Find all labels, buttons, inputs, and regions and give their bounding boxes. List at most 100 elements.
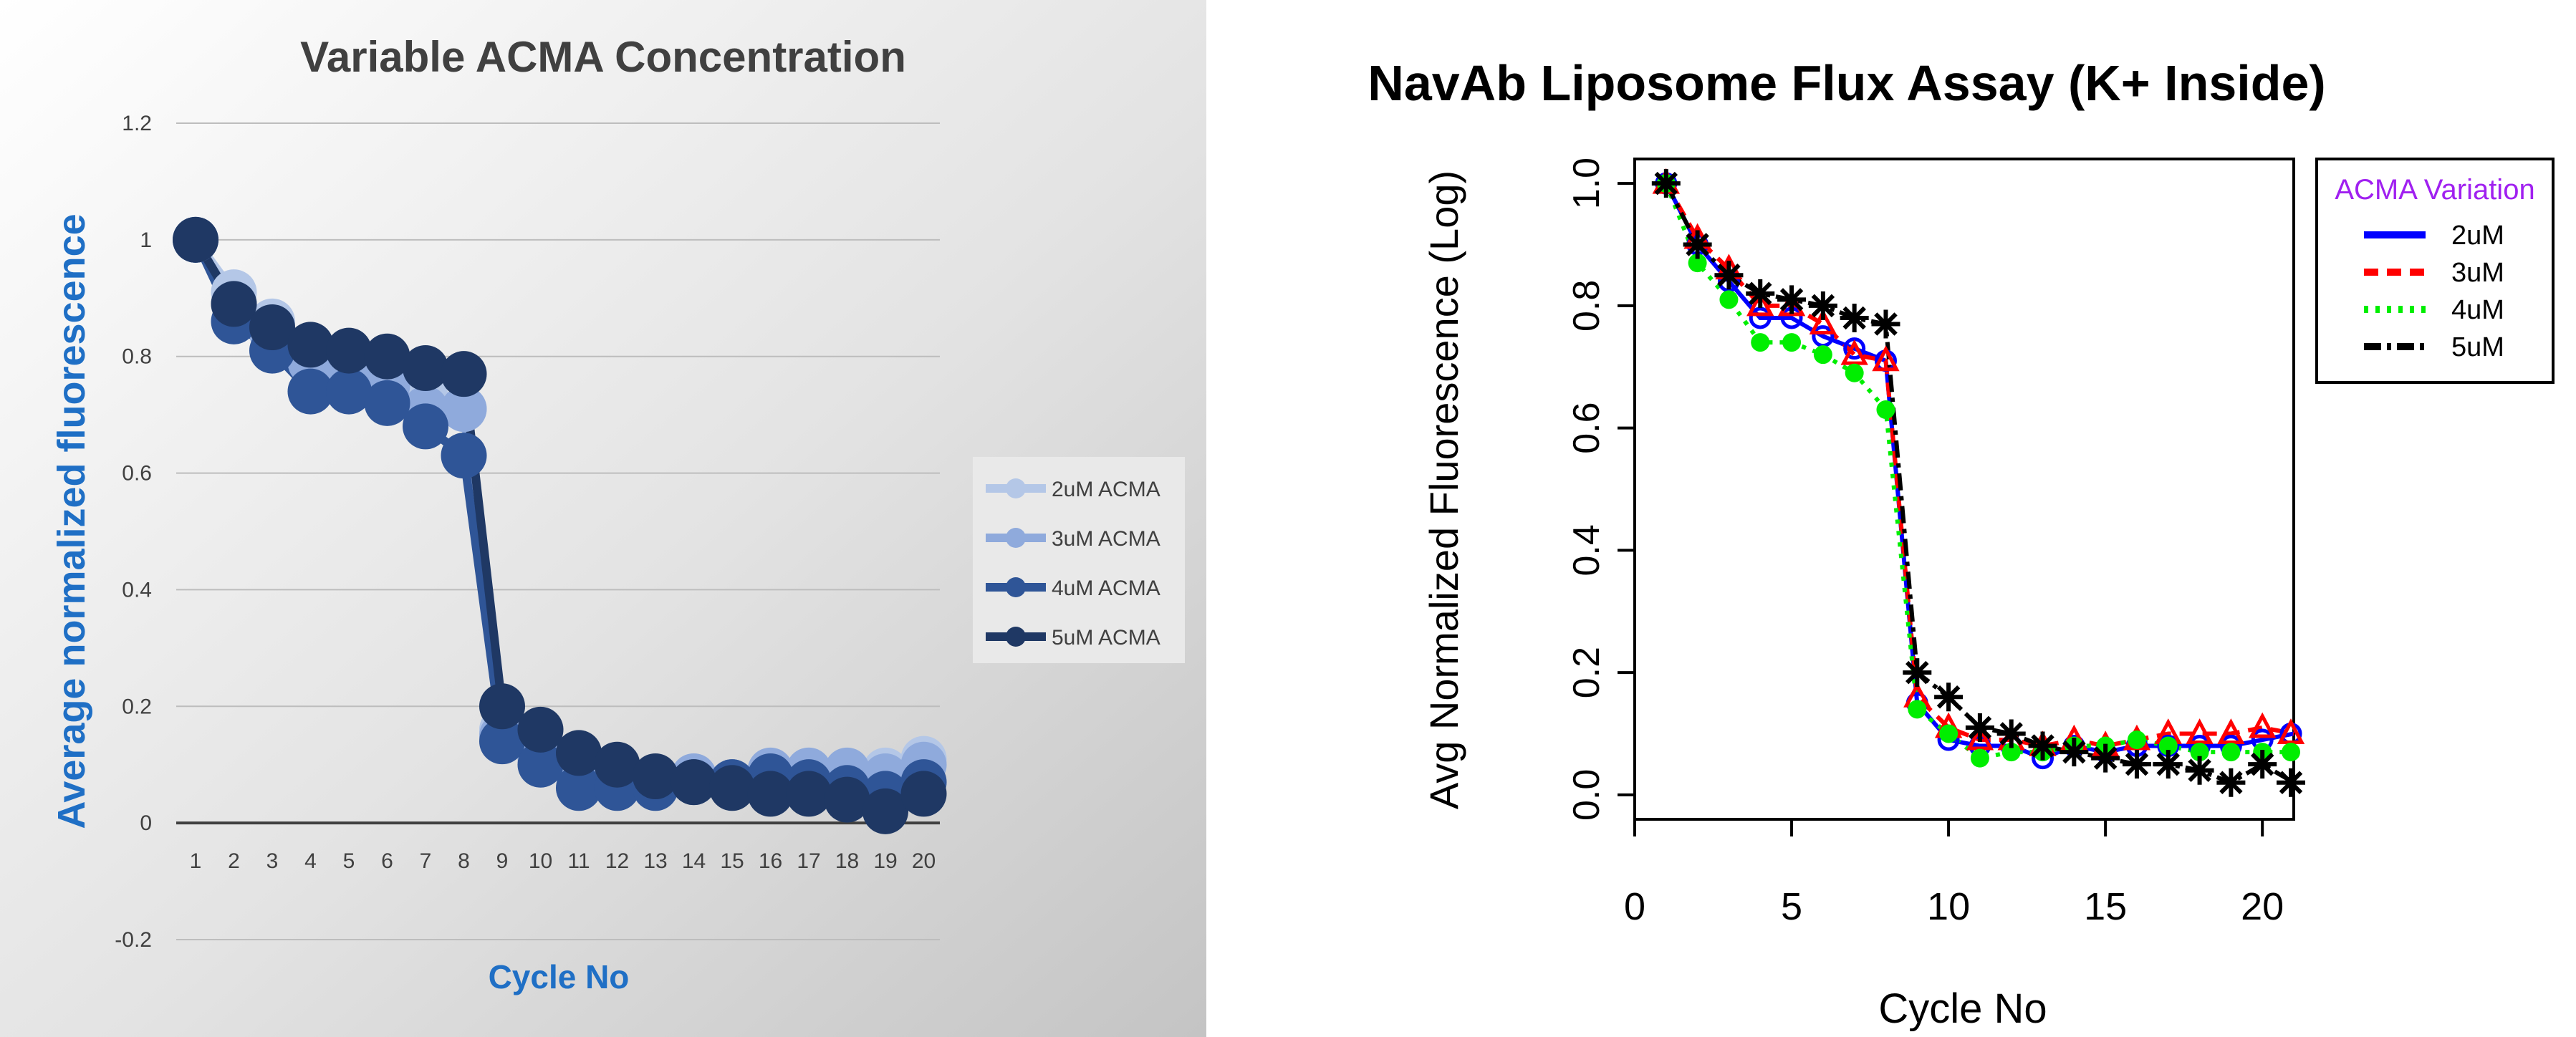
- chart-b-marker-circle: [1749, 307, 1772, 329]
- chart-b-marker-triangle: [2277, 718, 2305, 744]
- chart-a-x-tick-label: 8: [458, 849, 470, 873]
- chart-a-x-tick-label: 7: [420, 849, 432, 873]
- chart-b-asterisk-stroke: [2156, 752, 2181, 776]
- chart-b-asterisk-stroke: [2188, 758, 2211, 782]
- chart-b-marker-asterisk: [1714, 261, 1744, 290]
- chart-b-marker-triangle: [2249, 712, 2277, 738]
- chart-b-marker-filled-circle: [1782, 333, 1802, 352]
- chart-a-data-point: [824, 776, 870, 823]
- chart-a-x-tick-label: 3: [266, 849, 279, 873]
- chart-b-marker-filled-circle: [1813, 345, 1832, 365]
- chart-b-legend-label: 5uM: [2451, 332, 2504, 362]
- chart-b-asterisk-stroke: [1654, 171, 1678, 196]
- chart-b-marker-asterisk: [1651, 169, 1681, 198]
- chart-a-x-tick-label: 6: [381, 849, 393, 873]
- chart-b-marker-asterisk: [2277, 768, 2305, 797]
- chart-a-data-point: [326, 368, 372, 415]
- chart-a-y-tick-label: -0.2: [115, 928, 152, 952]
- chart-a-x-tick-label: 19: [873, 849, 897, 873]
- chart-b-marker-filled-circle: [2127, 730, 2146, 750]
- chart-a-data-point: [633, 753, 678, 799]
- chart-a-title: Variable ACMA Concentration: [300, 33, 906, 81]
- chart-a-x-tick-label: 15: [720, 849, 744, 873]
- chart-b-marker-asterisk: [1996, 719, 2026, 748]
- chart-b-marker-triangle: [1966, 724, 1994, 751]
- chart-a-data-point: [403, 345, 448, 391]
- chart-a-x-ticks: 1 2 3 4 5 6 7 8 9 10 11 12 13 14 15 16 17 18 19 20: [190, 849, 936, 873]
- chart-a-y-axis-label: Average normalized fluorescence: [50, 213, 93, 829]
- chart-a-x-tick-label: 14: [682, 849, 706, 873]
- chart-b-marker-asterisk: [1965, 713, 1994, 742]
- chart-b-marker-asterisk: [1871, 309, 1900, 339]
- chart-a-x-axis-label: Cycle No: [489, 958, 630, 995]
- chart-b-asterisk-stroke: [2031, 734, 2054, 758]
- chart-a-data-point: [364, 380, 410, 426]
- chart-b-y-tick-label: 0.6: [1566, 402, 1607, 453]
- chart-b-x-ticks: 0 5 10 15 20: [1624, 819, 2284, 928]
- chart-b-marker-filled-circle: [2190, 743, 2209, 762]
- chart-b-x-tick-label: 10: [1927, 885, 1970, 928]
- chart-a-data-point: [479, 683, 525, 730]
- chart-a-data-point: [862, 788, 908, 834]
- chart-b-marker-asterisk: [2248, 750, 2277, 779]
- chart-b-marker-asterisk: [2122, 750, 2151, 779]
- chart-b-marker-filled-circle: [2221, 743, 2241, 762]
- chart-a-data-point: [441, 386, 487, 432]
- chart-b-asterisk-stroke: [1999, 722, 2023, 746]
- chart-variable-acma: Variable ACMA Concentration 1.2 1 0.8 0.6 0.…: [0, 0, 1206, 1037]
- chart-b-asterisk-stroke: [2062, 740, 2086, 764]
- chart-a-data-point: [326, 327, 372, 374]
- chart-b-asterisk-stroke: [2219, 771, 2243, 795]
- chart-a-x-tick-label: 5: [343, 849, 355, 873]
- chart-a-data-point: [900, 771, 947, 817]
- chart-a-x-tick-label: 2: [228, 849, 240, 873]
- chart-b-x-tick-label: 20: [2241, 885, 2284, 928]
- chart-b-marker-filled-circle: [1908, 700, 1927, 719]
- chart-b-marker-filled-circle: [1688, 254, 1707, 273]
- chart-a-legend-label: 2uM ACMA: [1052, 478, 1160, 501]
- chart-b-marker-asterisk: [1777, 285, 1807, 314]
- chart-b-marker-asterisk: [2028, 731, 2057, 761]
- chart-b-marker-filled-circle: [1845, 363, 1864, 382]
- chart-a-x-tick-label: 4: [304, 849, 317, 873]
- chart-a-data-point: [287, 322, 334, 368]
- chart-b-asterisk-stroke: [1936, 685, 1961, 709]
- chart-b-marker-triangle: [2217, 718, 2245, 744]
- chart-a-x-tick-label: 18: [835, 849, 859, 873]
- chart-b-series-line: [1664, 183, 2294, 761]
- chart-a-y-ticks: 1.2 1 0.8 0.6 0.4 0.2 0 -0.2: [115, 112, 152, 952]
- chart-b-marker-asterisk: [2060, 738, 2089, 767]
- chart-a-data-point: [441, 433, 487, 479]
- chart-b-y-ticks: 0.0 0.2 0.4 0.6 0.8 1.0: [1566, 158, 1635, 821]
- chart-a-legend: 2uM ACMA 3uM ACMA 4uM ACMA 5uM ACMA: [973, 457, 1185, 663]
- chart-b-y-tick-label: 0.4: [1566, 524, 1607, 576]
- chart-b-marker-filled-circle: [2158, 736, 2178, 756]
- chart-b-marker-asterisk: [1934, 683, 1964, 712]
- chart-b-marker-asterisk: [1683, 230, 1712, 259]
- chart-a-x-tick-label: 17: [797, 849, 820, 873]
- chart-a-data-point: [517, 741, 564, 788]
- chart-a-data-point: [211, 281, 257, 327]
- chart-b-series-line: [1664, 182, 2294, 748]
- chart-b-legend: ACMA Variation 2uM 3uM 4uM 5uM: [2315, 158, 2555, 384]
- chart-a-x-tick-label: 16: [759, 849, 782, 873]
- chart-b-x-axis-label: Cycle No: [1878, 985, 2047, 1032]
- chart-b-x-tick-label: 5: [1781, 885, 1802, 928]
- chart-a-data-point: [249, 304, 295, 350]
- chart-b-legend-label: 3uM: [2451, 258, 2504, 288]
- chart-b-asterisk-stroke: [1686, 233, 1709, 256]
- chart-a-data-point: [556, 730, 602, 776]
- chart-b-x-tick-label: 15: [2084, 885, 2127, 928]
- chart-b-x-tick-label: 0: [1624, 885, 1645, 928]
- chart-b-marker-asterisk: [2153, 750, 2183, 779]
- chart-a-data-point: [594, 741, 640, 788]
- chart-b-y-axis-label: Avg Normalized Fluorescence (Log): [1421, 170, 1466, 809]
- chart-a-x-tick-label: 11: [567, 849, 590, 873]
- chart-a-data-point: [671, 759, 717, 806]
- chart-b-asterisk-stroke: [2250, 752, 2274, 776]
- chart-a-data-point: [556, 765, 602, 811]
- chart-a-data-point: [479, 718, 525, 765]
- chart-b-asterisk-stroke: [1842, 306, 1866, 330]
- chart-b-asterisk-stroke: [2125, 752, 2149, 776]
- chart-a-data-point: [517, 706, 564, 753]
